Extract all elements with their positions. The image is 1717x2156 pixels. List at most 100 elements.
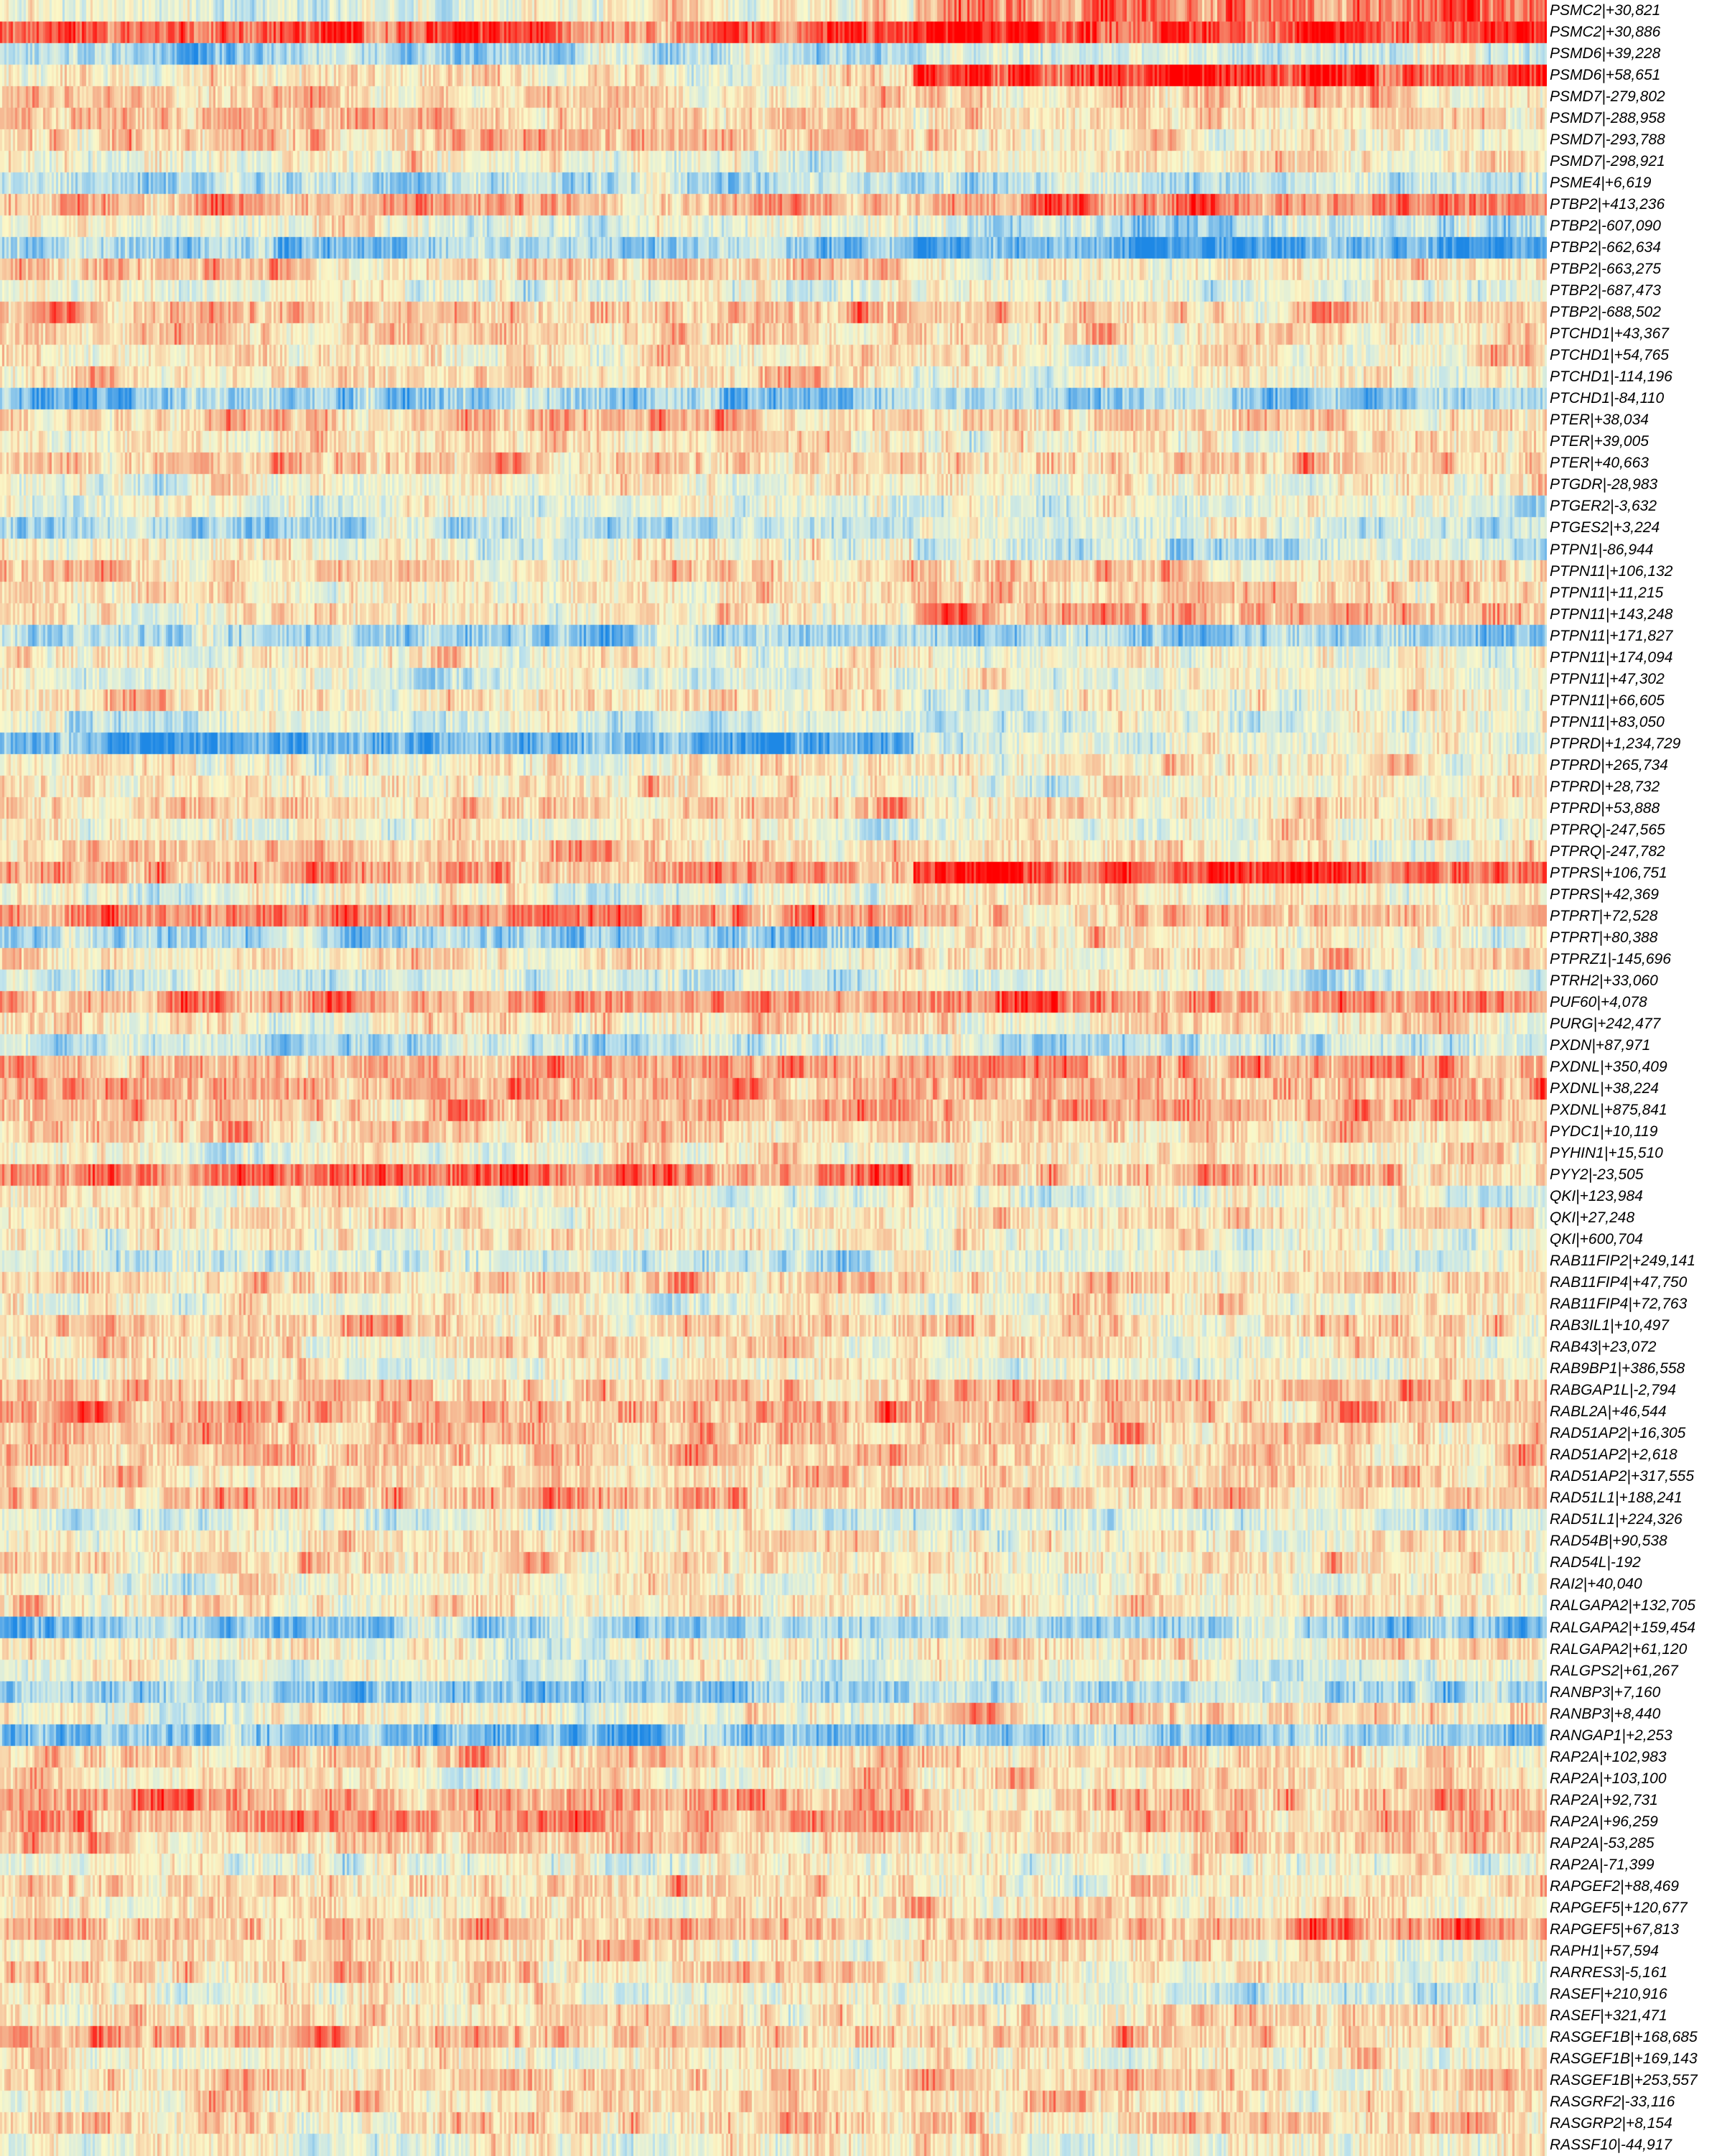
row-label: PTPN11|+47,302 (1550, 670, 1665, 687)
row-label: PSMD7|-288,958 (1550, 110, 1665, 127)
row-label: PTCHD1|-84,110 (1550, 390, 1665, 407)
row-label: QKI|+27,248 (1550, 1209, 1635, 1227)
row-label: PTBP2|-688,502 (1550, 304, 1661, 321)
row-label: PTBP2|-662,634 (1550, 239, 1661, 256)
row-label: RAI2|+40,040 (1550, 1576, 1642, 1593)
row-label: PTPRD|+265,734 (1550, 756, 1668, 773)
row-label: QKI|+600,704 (1550, 1231, 1643, 1248)
row-label: RAB11FIP4|+72,763 (1550, 1296, 1688, 1313)
row-label: RAB3IL1|+10,497 (1550, 1317, 1670, 1334)
row-label: PTRH2|+33,060 (1550, 972, 1658, 989)
row-label: RASGRF2|-33,116 (1550, 2093, 1675, 2110)
row-label: PTPN11|+143,248 (1550, 605, 1673, 623)
row-label: PTPRD|+53,888 (1550, 799, 1660, 817)
row-label: PTBP2|-607,090 (1550, 218, 1661, 235)
row-label: RAB11FIP4|+47,750 (1550, 1274, 1688, 1291)
row-label: RASGEF1B|+253,557 (1550, 2071, 1698, 2088)
row-label: RAD54B|+90,538 (1550, 1533, 1667, 1550)
row-label: RASEF|+321,471 (1550, 2007, 1667, 2024)
row-label: PURG|+242,477 (1550, 1015, 1661, 1032)
row-label: PSMD6|+39,228 (1550, 45, 1661, 62)
row-label: PTPRS|+42,369 (1550, 886, 1659, 903)
row-label: RAP2A|-71,399 (1550, 1856, 1655, 1873)
row-label: RANBP3|+8,440 (1550, 1705, 1661, 1722)
row-label: RABGAP1L|-2,794 (1550, 1382, 1676, 1399)
row-label: PTER|+39,005 (1550, 433, 1649, 450)
row-label: PSMD6|+58,651 (1550, 67, 1661, 84)
row-label: PSMD7|-293,788 (1550, 131, 1665, 149)
row-label: PSMC2|+30,821 (1550, 2, 1661, 19)
row-label: RAP2A|+96,259 (1550, 1813, 1658, 1830)
row-label: RAP2A|+102,983 (1550, 1748, 1667, 1765)
row-label: RALGAPA2|+61,120 (1550, 1640, 1688, 1658)
row-label: RAPH1|+57,594 (1550, 1942, 1659, 1959)
row-label: PTER|+38,034 (1550, 412, 1649, 429)
row-label: PTPRQ|-247,565 (1550, 821, 1665, 838)
row-label: PTCHD1|+43,367 (1550, 325, 1669, 343)
row-label: RALGAPA2|+132,705 (1550, 1597, 1695, 1614)
row-label: PTGDR|-28,983 (1550, 476, 1658, 493)
row-label: RABL2A|+46,544 (1550, 1403, 1667, 1421)
row-label: RAPGEF5|+120,677 (1550, 1899, 1688, 1916)
row-label: PXDN|+87,971 (1550, 1036, 1651, 1054)
row-label: QKI|+123,984 (1550, 1188, 1643, 1205)
row-label: RAD51L1|+224,326 (1550, 1511, 1683, 1528)
row-label: RAD51AP2|+16,305 (1550, 1425, 1686, 1442)
row-label: PTBP2|-687,473 (1550, 282, 1661, 299)
row-label: PTBP2|+413,236 (1550, 196, 1665, 213)
row-label: RARRES3|-5,161 (1550, 1964, 1668, 1981)
row-label: PYDC1|+10,119 (1550, 1123, 1658, 1140)
row-label: RASGEF1B|+168,685 (1550, 2028, 1698, 2045)
row-label: RAP2A|+103,100 (1550, 1770, 1667, 1787)
row-label: PTPRZ1|-145,696 (1550, 950, 1671, 967)
row-label: RAP2A|-53,285 (1550, 1834, 1655, 1851)
row-label: PXDNL|+38,224 (1550, 1080, 1659, 1097)
row-label: RALGPS2|+61,267 (1550, 1662, 1678, 1679)
row-label: PXDNL|+350,409 (1550, 1058, 1667, 1075)
row-label: PTER|+40,663 (1550, 455, 1649, 472)
row-label: PUF60|+4,078 (1550, 993, 1647, 1010)
row-label: RANGAP1|+2,253 (1550, 1727, 1672, 1744)
row-label: PTPN11|+174,094 (1550, 649, 1673, 666)
row-label: PTCHD1|-114,196 (1550, 368, 1672, 386)
row-label: RAB11FIP2|+249,141 (1550, 1253, 1695, 1270)
row-label: RAD54L|-192 (1550, 1554, 1641, 1571)
row-label: PTPN11|+171,827 (1550, 627, 1673, 644)
row-label: PTPRD|+1,234,729 (1550, 735, 1681, 752)
heatmap-cells (0, 0, 1547, 2156)
row-label: PSMC2|+30,886 (1550, 24, 1661, 41)
row-label: PSMD7|-279,802 (1550, 88, 1665, 106)
row-label: RAPGEF2|+88,469 (1550, 1877, 1679, 1895)
row-label: RANBP3|+7,160 (1550, 1683, 1661, 1701)
row-label: PTGES2|+3,224 (1550, 519, 1660, 536)
row-label: PTPRS|+106,751 (1550, 864, 1667, 881)
row-label: PYHIN1|+15,510 (1550, 1145, 1663, 1162)
row-label: PTGER2|-3,632 (1550, 498, 1657, 515)
row-label: PSME4|+6,619 (1550, 175, 1652, 192)
row-label: RAD51L1|+188,241 (1550, 1490, 1683, 1507)
row-label: RALGAPA2|+159,454 (1550, 1619, 1695, 1636)
row-label: RAB43|+23,072 (1550, 1339, 1657, 1356)
row-label: PTPRT|+72,528 (1550, 907, 1658, 924)
row-label: PXDNL|+875,841 (1550, 1102, 1667, 1119)
row-label: PYY2|-23,505 (1550, 1166, 1644, 1184)
row-label: RASEF|+210,916 (1550, 1985, 1667, 2002)
row-label: PTPRD|+28,732 (1550, 778, 1660, 795)
row-label: RAD51AP2|+2,618 (1550, 1446, 1678, 1464)
row-label: PTPN11|+106,132 (1550, 562, 1673, 580)
row-label: PTBP2|-663,275 (1550, 261, 1661, 278)
row-label: PTPN11|+11,215 (1550, 584, 1664, 601)
row-label: PTPN11|+83,050 (1550, 713, 1665, 730)
row-label: PTCHD1|+54,765 (1550, 347, 1669, 364)
row-label: RAP2A|+92,731 (1550, 1791, 1658, 1808)
row-label: RASGRP2|+8,154 (1550, 2114, 1672, 2132)
row-label: RAPGEF5|+67,813 (1550, 1920, 1679, 1938)
row-label: PTPN11|+66,605 (1550, 692, 1665, 709)
row-label: PSMD7|-298,921 (1550, 153, 1665, 170)
row-label: PTPN1|-86,944 (1550, 541, 1654, 558)
row-label: PTPRQ|-247,782 (1550, 842, 1665, 860)
row-label: RAB9BP1|+386,558 (1550, 1360, 1685, 1377)
row-label: PTPRT|+80,388 (1550, 929, 1658, 946)
row-label: RAD51AP2|+317,555 (1550, 1468, 1695, 1485)
row-label: RASGEF1B|+169,143 (1550, 2050, 1698, 2067)
